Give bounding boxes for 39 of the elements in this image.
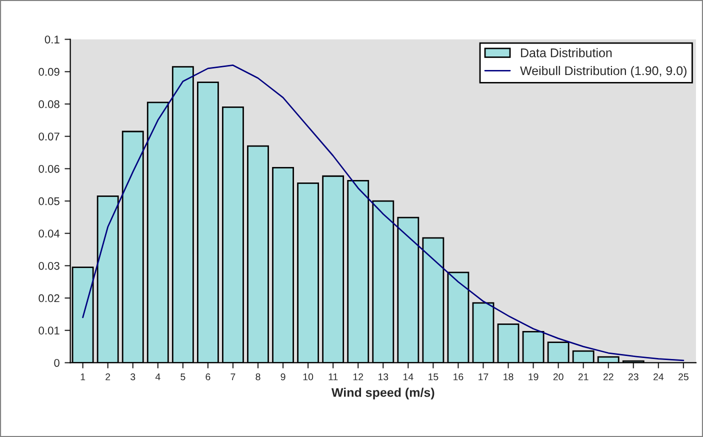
x-tick-label: 14 [403,373,414,380]
x-tick-label: 15 [428,373,438,380]
x-tick-label: 13 [378,373,388,380]
x-tick-label: 8 [256,373,260,380]
y-tick-label: 0.08 [38,100,60,108]
x-tick-label: 9 [280,373,286,380]
x-tick-label: 16 [454,373,464,380]
x-tick-label: 10 [303,373,314,380]
x-tick-label: 4 [155,373,160,380]
y-tick-label: 0.1 [44,36,60,44]
y-tick-label: 0.06 [38,164,60,173]
legend-label: Weibull Distribution (1.90, 9.0) [520,66,686,78]
x-tick-label: 12 [353,373,364,380]
y-tick-label: 0.03 [38,262,60,270]
x-tick-label: 20 [553,373,564,380]
y-tick-label: 0.02 [38,294,60,302]
x-tick-label: 25 [678,373,688,380]
y-tick-label: 0.05 [38,197,60,206]
x-tick-label: 17 [478,373,488,380]
y-tick-label: 0 [54,358,60,367]
x-tick-label: 2 [106,373,110,380]
x-tick-label: 1 [80,373,86,380]
x-tick-label: 3 [130,373,136,380]
x-tick-label: 24 [654,373,664,380]
y-tick-label: 0.04 [38,230,60,238]
x-tick-label: 5 [180,373,186,380]
x-tick-label: 6 [206,373,210,380]
x-tick-label: 7 [230,373,236,380]
x-tick-label: 23 [628,373,638,380]
x-tick-label: 22 [603,373,614,380]
x-tick-label: 21 [578,373,588,380]
y-tick-label: 0.01 [38,326,60,335]
y-tick-label: 0.09 [38,68,60,76]
y-tick-label: 0.07 [38,132,60,140]
x-tick-label: 19 [528,373,538,380]
x-tick-label: 11 [328,373,338,380]
x-axis-title: Wind speed (m/s) [331,388,434,400]
x-tick-label: 18 [504,373,514,380]
legend-label: Data Distribution [521,48,612,58]
